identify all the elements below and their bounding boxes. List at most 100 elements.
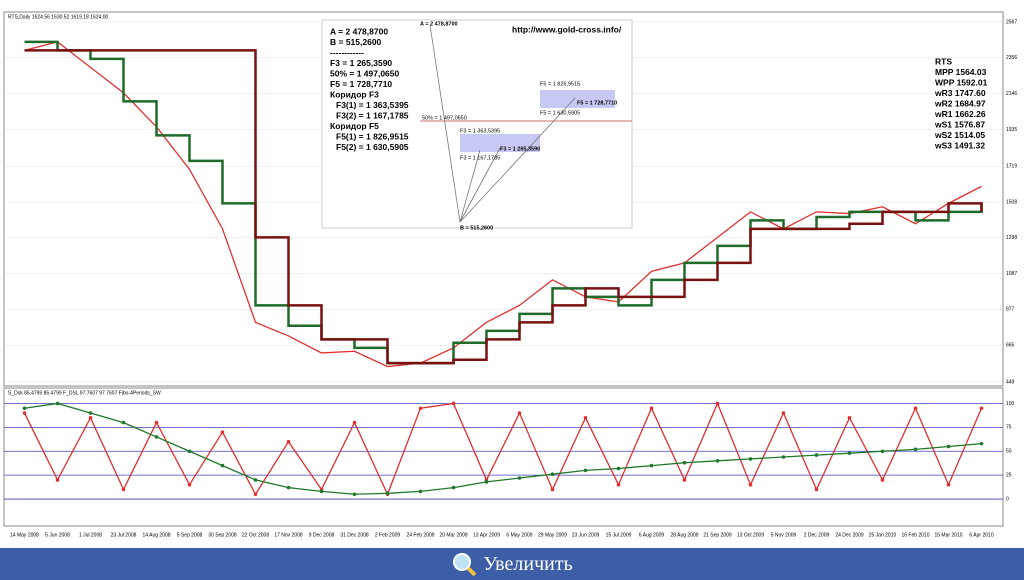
annotation-line: B = 515,2600 [330, 37, 382, 47]
annotation-line: F5(2) = 1 630,5905 [336, 142, 409, 152]
point [649, 463, 654, 468]
pivot-label: wR3 1747.60 [934, 88, 986, 98]
x-tick-label: 17 Nov 2008 [274, 532, 303, 538]
x-tick-label: 5 Jun 2008 [45, 532, 70, 538]
y-tick-label: 0 [1006, 496, 1009, 502]
point [55, 478, 60, 482]
zoom-button[interactable]: Увеличить [0, 548, 1024, 580]
point [814, 487, 819, 492]
point [583, 416, 588, 420]
x-tick-label: 15 Jul 2009 [606, 532, 632, 538]
point [88, 416, 93, 420]
point [22, 406, 27, 411]
point [418, 406, 423, 411]
x-tick-label: 6 Apr 2010 [969, 532, 993, 538]
x-tick-label: 1 Jul 2008 [79, 532, 102, 538]
diagram-label: F5 = 1 630,5905 [540, 110, 580, 116]
point [583, 468, 588, 473]
y-tick-label: 2356 [1006, 55, 1017, 61]
point [154, 420, 159, 425]
x-tick-label: 22 Oct 2008 [242, 532, 269, 538]
chart: RTS,Daily 1624.56 1630.52 1619.18 1624.0… [3, 11, 1018, 539]
point [715, 401, 720, 406]
annotation-box [321, 19, 633, 229]
series-line [24, 41, 982, 368]
point [682, 460, 687, 465]
series-line [24, 402, 982, 495]
x-tick-label: 6 Aug 2009 [639, 532, 665, 538]
point [847, 416, 852, 420]
point [880, 449, 885, 454]
annotation-line: A = 2 478,8700 [330, 26, 388, 36]
point [154, 435, 159, 439]
point [946, 444, 951, 449]
point [451, 485, 456, 490]
y-tick-label: 50 [1006, 449, 1012, 455]
x-tick-label: 5 Nov 2009 [771, 532, 797, 538]
annotation-line: F3(1) = 1 363,5395 [336, 100, 409, 110]
point [913, 406, 918, 411]
x-tick-label: 28 Aug 2009 [670, 532, 698, 538]
point [88, 411, 93, 415]
annotation-line: F3 = 1 265,3590 [330, 58, 392, 68]
diagram-label: 50% = 1 497,0650 [422, 115, 467, 121]
point [550, 472, 555, 477]
diagram-label: F5 = 1 728,7710 [577, 100, 617, 106]
point [979, 441, 984, 446]
point [385, 491, 390, 496]
point [649, 406, 654, 411]
x-tick-label: 6 May 2009 [506, 532, 532, 538]
x-tick-label: 9 Dec 2008 [309, 532, 335, 538]
point [220, 430, 225, 434]
pivot-label: wR1 1662.26 [934, 109, 986, 119]
point [880, 478, 885, 482]
x-tick-label: 20 Mar 2009 [439, 532, 467, 538]
annotation-line: F3(2) = 1 167,1785 [336, 110, 409, 120]
point [121, 420, 126, 425]
annotation-line: 50% = 1 497,0650 [330, 68, 400, 78]
x-tick-label: 21 Sep 2009 [703, 532, 732, 538]
fibo-lines [429, 24, 576, 223]
point [781, 455, 786, 459]
point [616, 466, 621, 471]
point [352, 492, 357, 497]
point [286, 439, 291, 444]
pivot-label: wR2 1684.97 [934, 98, 986, 108]
x-tick-label: 31 Dec 2008 [340, 532, 369, 538]
price-frame [3, 11, 1004, 387]
point [550, 487, 555, 492]
price-header: RTS,Daily 1624.56 1630.52 1619.18 1624.0… [8, 14, 108, 20]
zoom-icon [453, 553, 477, 577]
x-tick-label: 30 Sep 2008 [208, 532, 237, 538]
f3-zone [460, 134, 540, 152]
x-tick-label: 14 Aug 2008 [142, 532, 170, 538]
pivot-label: wS3 1491.32 [934, 140, 985, 150]
pivot-label: wS1 1576.87 [934, 119, 985, 129]
osc-header: S_Dsk 85.4799 85.4799 F_DSL 97.7607 97.7… [8, 390, 161, 396]
x-tick-label: 24 Dec 2009 [835, 532, 864, 538]
point [220, 463, 225, 468]
diagram-label: F5 = 1 826,9515 [540, 81, 580, 87]
point [451, 401, 456, 406]
x-tick-label: 14 May 2008 [10, 532, 39, 538]
x-tick-label: 2 Dec 2009 [804, 532, 830, 538]
point [682, 478, 687, 482]
y-tick-label: 665 [1006, 343, 1015, 349]
diagram-label: A = 2 478,8700 [420, 21, 458, 27]
annotation-line: Коридор F3 [330, 89, 379, 99]
point [517, 411, 522, 415]
x-tick-label: 25 Jan 2010 [869, 532, 897, 538]
x-tick-label: 13 Oct 2009 [737, 532, 764, 538]
point [814, 453, 819, 457]
x-tick-label: 2 Feb 2009 [375, 532, 401, 538]
pivot-label: wS2 1514.05 [934, 130, 985, 140]
x-tick-label: 16 Feb 2010 [901, 532, 929, 538]
point [913, 447, 918, 452]
y-tick-label: 449 [1006, 379, 1015, 385]
button-label: Увеличить [483, 552, 573, 575]
y-tick-label: 1935 [1006, 127, 1017, 133]
point [616, 482, 621, 487]
point [187, 482, 192, 487]
point [286, 485, 291, 490]
